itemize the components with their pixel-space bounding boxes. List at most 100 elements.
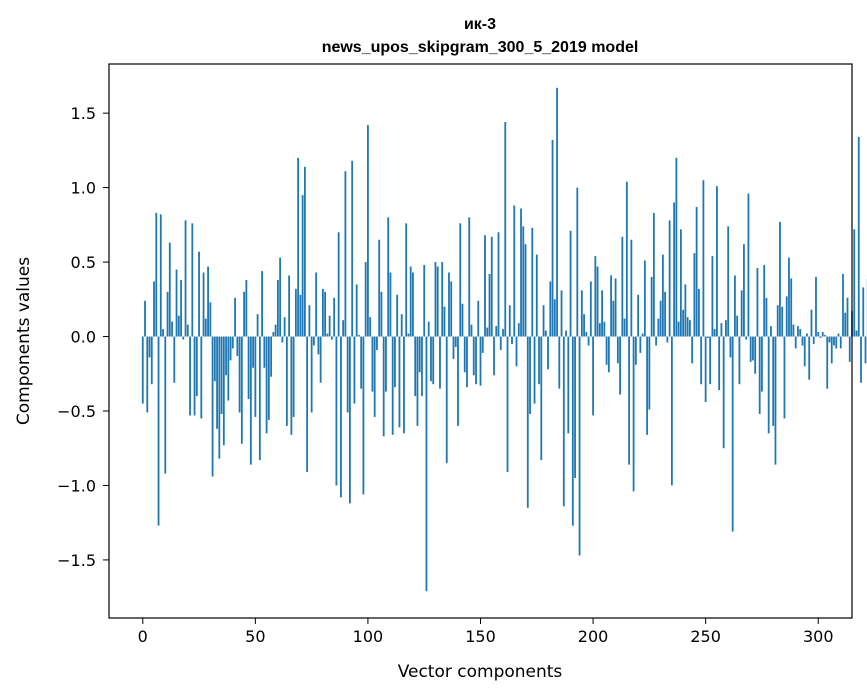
bar-297 — [810, 309, 813, 337]
bar-234 — [668, 220, 671, 337]
bar-83 — [328, 315, 331, 337]
bar-24 — [195, 336, 198, 397]
bar-302 — [821, 332, 824, 337]
bar-273 — [756, 268, 759, 337]
bar-296 — [808, 336, 811, 380]
bar-66 — [290, 336, 293, 435]
bar-53 — [261, 271, 263, 337]
bar-118 — [407, 333, 410, 337]
bar-167 — [517, 323, 520, 337]
bar-150 — [479, 336, 482, 386]
bar-160 — [502, 329, 504, 337]
bar-2 — [146, 336, 149, 413]
bar-232 — [664, 291, 667, 337]
bar-207 — [607, 336, 610, 373]
bar-306 — [830, 336, 833, 364]
bar-177 — [540, 336, 543, 461]
bar-318 — [857, 136, 860, 337]
bar-112 — [394, 336, 396, 388]
bar-25 — [198, 251, 200, 337]
bar-258 — [722, 336, 725, 449]
bar-206 — [605, 336, 608, 365]
bar-269 — [747, 193, 750, 337]
bar-162 — [506, 336, 509, 473]
bar-311 — [842, 273, 844, 337]
bar-151 — [481, 336, 484, 353]
bar-256 — [718, 336, 721, 391]
bar-288 — [790, 278, 793, 337]
bar-165 — [513, 205, 516, 337]
bar-111 — [391, 336, 394, 435]
bar-229 — [657, 318, 660, 337]
bar-132 — [439, 336, 441, 389]
bar-101 — [369, 317, 372, 337]
bar-42 — [236, 336, 239, 356]
bar-171 — [526, 336, 529, 508]
bar-47 — [247, 336, 250, 400]
y-tick-label: 0.0 — [71, 328, 96, 347]
bar-259 — [725, 320, 727, 337]
bar-290 — [794, 336, 797, 349]
bar-321 — [864, 336, 867, 364]
x-tick-label: 50 — [245, 627, 265, 646]
bar-224 — [646, 336, 649, 435]
bar-73 — [306, 336, 309, 473]
bar-225 — [648, 336, 651, 410]
bar-94 — [353, 336, 356, 404]
bar-31 — [211, 336, 214, 477]
bar-102 — [371, 336, 374, 392]
ticks-group: 0 50 100 150 200 250 300 −1.5 −1.0 −0.5 0.0 0.5 1.0 1… — [57, 104, 833, 646]
bar-97 — [360, 336, 363, 389]
bar-294 — [803, 336, 806, 367]
bar-0 — [141, 336, 144, 404]
bar-46 — [245, 279, 248, 337]
bar-37 — [225, 336, 227, 376]
bar-131 — [436, 266, 439, 337]
bar-158 — [497, 232, 500, 337]
bar-87 — [337, 232, 340, 337]
x-tick-label: 0 — [138, 627, 148, 646]
bar-193 — [576, 187, 579, 337]
bar-92 — [349, 336, 351, 504]
bar-119 — [409, 266, 412, 337]
bar-41 — [234, 297, 236, 337]
bar-176 — [538, 336, 540, 385]
bar-71 — [301, 195, 304, 337]
bar-29 — [207, 266, 209, 337]
bar-14 — [173, 336, 176, 383]
y-tick-label: 1.5 — [71, 104, 96, 123]
bar-219 — [634, 336, 637, 365]
bar-191 — [571, 336, 574, 526]
bar-134 — [443, 306, 446, 337]
chart-title: ик-3 — [464, 16, 496, 33]
bar-50 — [254, 336, 257, 417]
bar-147 — [472, 336, 475, 376]
bar-45 — [243, 291, 245, 337]
bar-317 — [855, 330, 858, 337]
bar-192 — [574, 336, 576, 479]
bar-10 — [164, 336, 167, 474]
bar-33 — [216, 336, 218, 429]
bar-233 — [666, 336, 669, 343]
bar-217 — [630, 239, 633, 337]
bar-64 — [285, 336, 288, 426]
bar-298 — [812, 336, 815, 344]
bar-161 — [504, 122, 507, 337]
bar-63 — [283, 317, 286, 337]
bar-183 — [553, 299, 556, 337]
bar-109 — [387, 217, 390, 337]
bar-30 — [209, 302, 212, 337]
bar-263 — [734, 275, 736, 337]
bar-115 — [400, 314, 403, 337]
bar-255 — [716, 186, 718, 337]
bar-282 — [776, 305, 779, 337]
bar-125 — [423, 265, 426, 337]
bar-291 — [797, 326, 799, 337]
bar-309 — [837, 333, 840, 337]
bar-140 — [457, 336, 459, 426]
bar-1 — [144, 300, 146, 337]
bar-239 — [679, 229, 682, 337]
bar-316 — [853, 229, 856, 337]
bar-78 — [317, 336, 320, 355]
